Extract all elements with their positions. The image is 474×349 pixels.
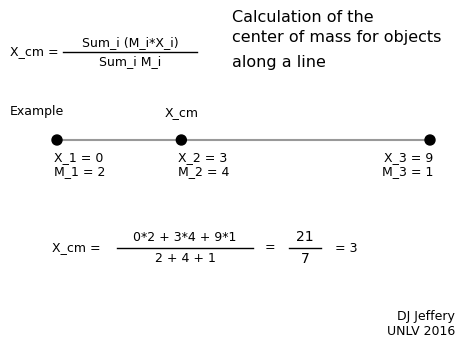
Text: Calculation of the: Calculation of the: [232, 10, 374, 25]
Text: X_cm =: X_cm =: [52, 242, 100, 254]
Text: X_1 = 0: X_1 = 0: [54, 151, 103, 164]
Text: X_3 = 9: X_3 = 9: [384, 151, 433, 164]
Text: M_1 = 2: M_1 = 2: [54, 165, 105, 178]
Text: X_cm: X_cm: [164, 106, 198, 119]
Text: UNLV 2016: UNLV 2016: [387, 325, 455, 338]
Text: Example: Example: [10, 105, 64, 118]
Circle shape: [52, 135, 62, 145]
Circle shape: [176, 135, 186, 145]
Text: M_2 = 4: M_2 = 4: [178, 165, 230, 178]
Text: 21: 21: [296, 230, 314, 244]
Text: X_cm =: X_cm =: [10, 45, 59, 59]
Text: = 3: = 3: [335, 242, 357, 254]
Text: =: =: [264, 242, 275, 254]
Text: DJ Jeffery: DJ Jeffery: [397, 310, 455, 323]
Text: M_3 = 1: M_3 = 1: [382, 165, 433, 178]
Text: Sum_i M_i: Sum_i M_i: [99, 55, 161, 68]
Text: along a line: along a line: [232, 55, 326, 70]
Text: center of mass for objects: center of mass for objects: [232, 30, 441, 45]
Text: 2 + 4 + 1: 2 + 4 + 1: [155, 252, 216, 265]
Circle shape: [425, 135, 435, 145]
Text: 0*2 + 3*4 + 9*1: 0*2 + 3*4 + 9*1: [133, 231, 237, 244]
Text: X_2 = 3: X_2 = 3: [178, 151, 228, 164]
Text: 7: 7: [301, 252, 310, 266]
Text: Sum_i (M_i*X_i): Sum_i (M_i*X_i): [82, 36, 178, 49]
